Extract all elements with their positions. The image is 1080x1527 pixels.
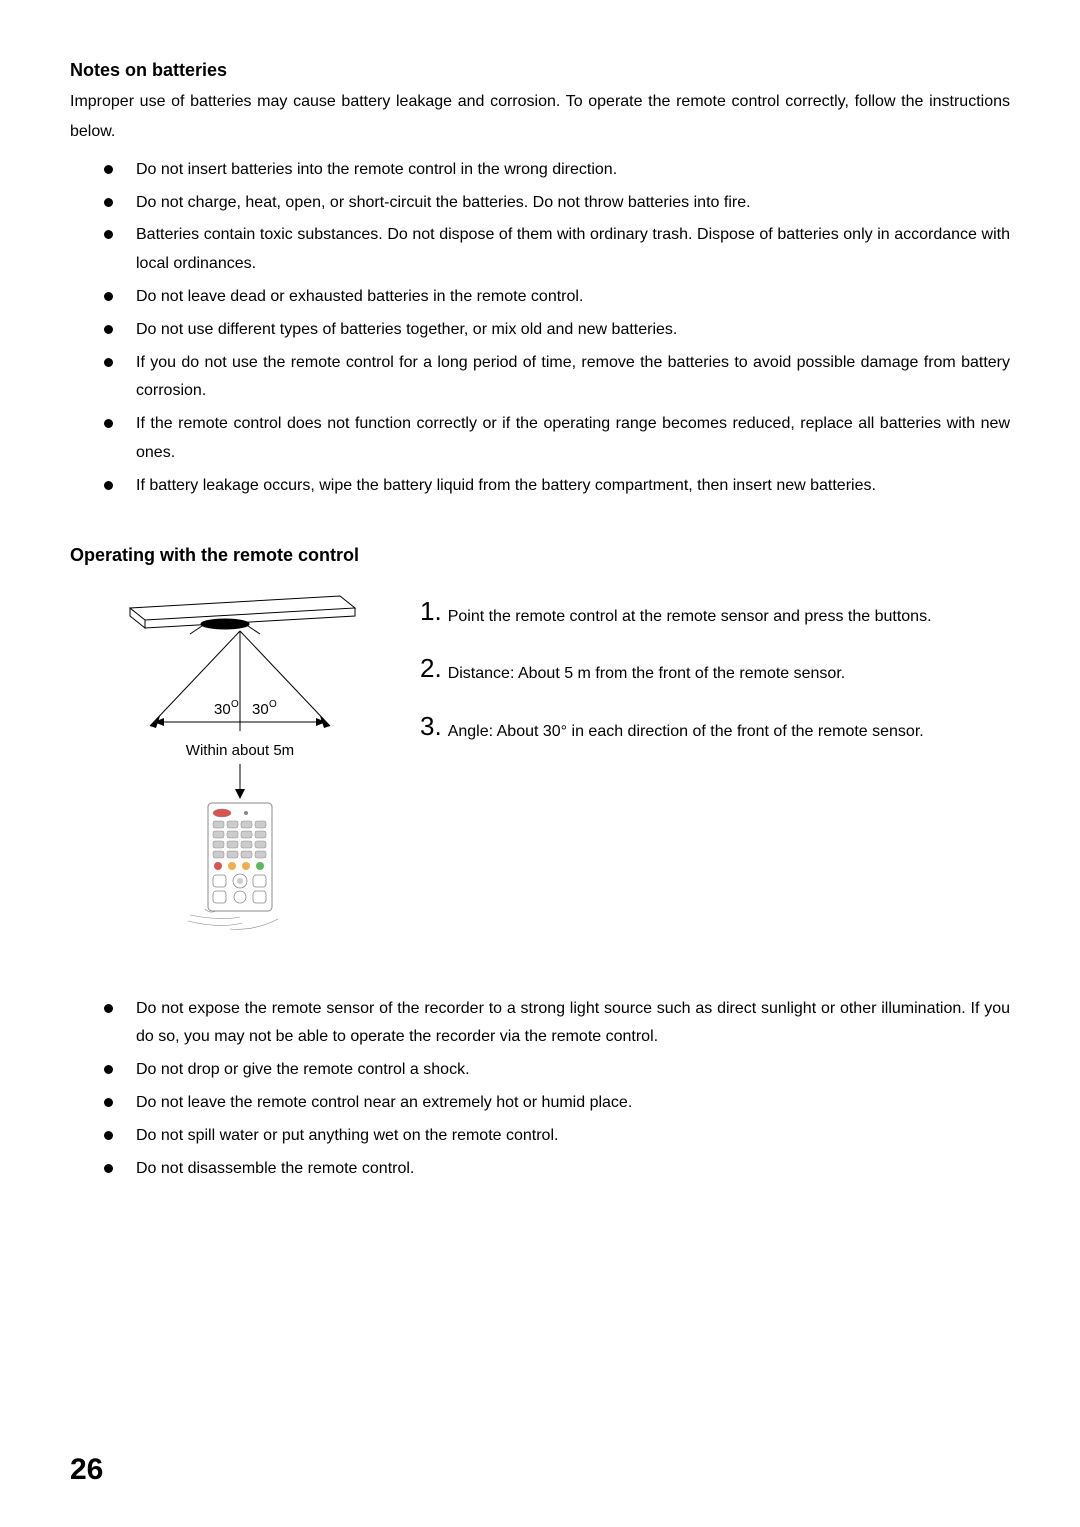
- steps-list: 1. Point the remote control at the remot…: [410, 580, 1010, 939]
- diagram-caption: Within about 5m: [186, 742, 294, 759]
- receiver-diagram-svg: 30 O 30 O: [110, 586, 370, 736]
- list-item: Do not expose the remote sensor of the r…: [104, 995, 1010, 1053]
- list-item: Do not spill water or put anything wet o…: [104, 1122, 1010, 1151]
- operating-heading: Operating with the remote control: [70, 545, 1010, 566]
- list-item: Do not drop or give the remote control a…: [104, 1056, 1010, 1085]
- list-item: If battery leakage occurs, wipe the batt…: [104, 472, 1010, 501]
- page-number: 26: [70, 1453, 103, 1487]
- remote-diagram: 30 O 30 O Within about 5m: [70, 580, 410, 939]
- svg-text:30: 30: [214, 701, 231, 718]
- step-num: 1.: [420, 598, 442, 624]
- notes-bullets: Do not insert batteries into the remote …: [70, 156, 1010, 501]
- operating-bullets: Do not expose the remote sensor of the r…: [70, 995, 1010, 1184]
- step-1: 1. Point the remote control at the remot…: [420, 598, 1010, 630]
- step-3: 3. Angle: About 30° in each direction of…: [420, 713, 1010, 745]
- svg-text:O: O: [231, 699, 239, 710]
- list-item: Do not leave the remote control near an …: [104, 1089, 1010, 1118]
- list-item: If you do not use the remote control for…: [104, 349, 1010, 407]
- svg-text:O: O: [269, 699, 277, 710]
- list-item: Do not charge, heat, open, or short-circ…: [104, 189, 1010, 218]
- notes-heading: Notes on batteries: [70, 60, 1010, 81]
- list-item: If the remote control does not function …: [104, 410, 1010, 468]
- remote-svg: [160, 759, 320, 939]
- step-text: Angle: About 30° in each direction of th…: [448, 713, 924, 745]
- list-item: Do not insert batteries into the remote …: [104, 156, 1010, 185]
- step-text: Distance: About 5 m from the front of th…: [448, 655, 846, 687]
- svg-text:30: 30: [252, 701, 269, 718]
- step-text: Point the remote control at the remote s…: [448, 598, 932, 630]
- notes-intro: Improper use of batteries may cause batt…: [70, 87, 1010, 148]
- step-num: 3.: [420, 713, 442, 739]
- list-item: Batteries contain toxic substances. Do n…: [104, 221, 1010, 279]
- list-item: Do not leave dead or exhausted batteries…: [104, 283, 1010, 312]
- step-2: 2. Distance: About 5 m from the front of…: [420, 655, 1010, 687]
- list-item: Do not use different types of batteries …: [104, 316, 1010, 345]
- list-item: Do not disassemble the remote control.: [104, 1155, 1010, 1184]
- step-num: 2.: [420, 655, 442, 681]
